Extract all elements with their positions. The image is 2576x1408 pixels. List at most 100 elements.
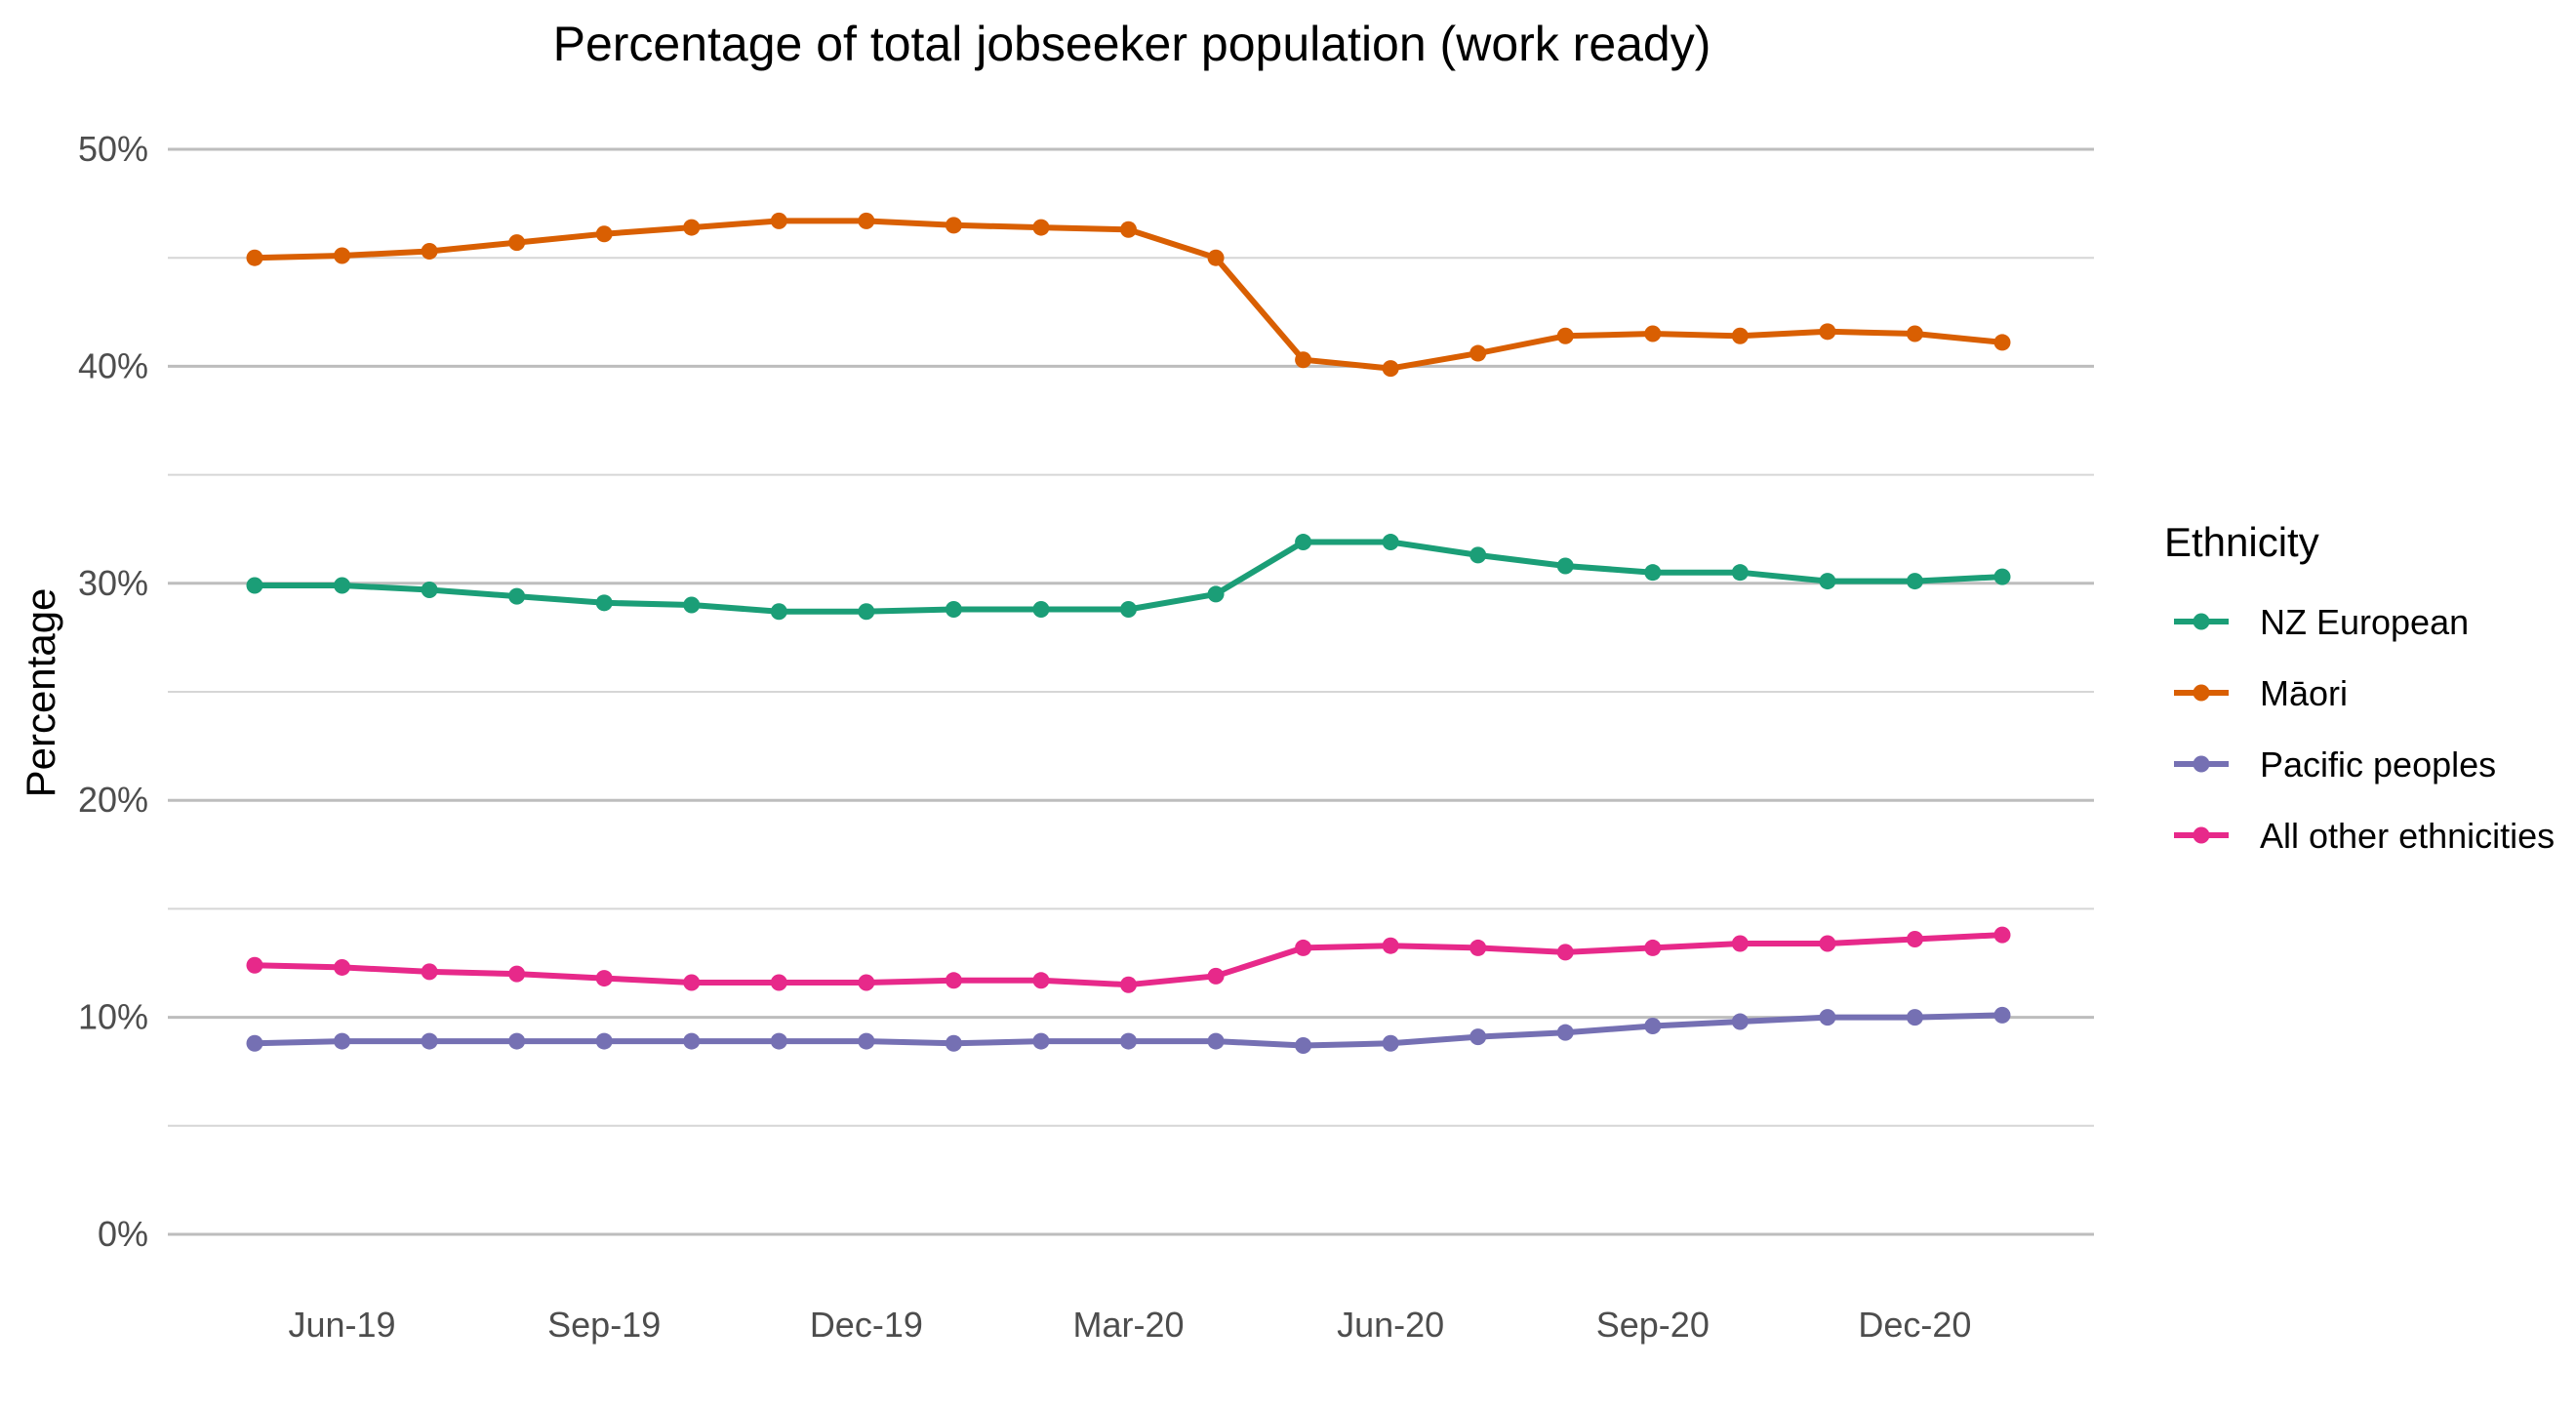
series-group [246, 1006, 2011, 1055]
data-point [1819, 323, 1836, 341]
data-point [1993, 568, 2011, 585]
data-point [1906, 931, 1923, 948]
data-point [1382, 937, 1399, 954]
legend-item: Māori [2174, 673, 2348, 713]
data-point [334, 247, 351, 264]
data-point [1556, 327, 1574, 344]
legend-label: Māori [2260, 673, 2348, 713]
data-point [1120, 221, 1137, 238]
data-point [1644, 564, 1662, 582]
data-point [683, 1032, 701, 1050]
y-tick-label: 10% [78, 997, 148, 1037]
data-point [1556, 1024, 1574, 1041]
legend-label: All other ethnicities [2260, 816, 2555, 856]
data-point [945, 1034, 962, 1052]
y-axis-title: Percentage [18, 588, 63, 798]
legend-key-point [2193, 613, 2210, 630]
y-tick-label: 0% [98, 1214, 148, 1254]
data-point [1906, 325, 1923, 342]
x-tick-label: Sep-19 [547, 1305, 661, 1345]
data-point [1120, 600, 1137, 618]
data-point [246, 577, 263, 594]
x-tick-label: Jun-19 [289, 1305, 396, 1345]
data-point [683, 596, 701, 614]
data-point [1295, 534, 1312, 551]
data-point [421, 1032, 438, 1050]
data-point [595, 970, 613, 987]
data-point [945, 600, 962, 618]
data-point [1731, 564, 1749, 582]
data-point [1032, 219, 1050, 236]
series-group [246, 534, 2011, 621]
data-point [1032, 972, 1050, 989]
data-point [334, 958, 351, 976]
data-point [246, 249, 263, 266]
data-point [858, 974, 875, 991]
series-layer [246, 212, 2011, 1055]
y-tick-label: 40% [78, 345, 148, 385]
data-point [1120, 1032, 1137, 1050]
data-point [1644, 1017, 1662, 1034]
legend-item: NZ European [2174, 602, 2469, 642]
data-point [683, 219, 701, 236]
data-point [770, 974, 787, 991]
data-point [1295, 1037, 1312, 1055]
data-point [1819, 935, 1836, 952]
data-point [1382, 360, 1399, 378]
data-point [1469, 939, 1487, 956]
chart-title: Percentage of total jobseeker population… [553, 17, 1711, 71]
data-point [1731, 327, 1749, 344]
data-point [508, 587, 526, 605]
data-point [595, 594, 613, 612]
data-point [1032, 600, 1050, 618]
legend-item: Pacific peoples [2174, 744, 2496, 784]
data-point [1382, 534, 1399, 551]
data-point [858, 212, 875, 229]
x-axis-ticks: Jun-19 Sep-19 Dec-19 Mar-20 Jun-20 Sep-20 Dec-… [289, 1305, 1972, 1345]
series-group [246, 212, 2011, 378]
data-point [1295, 939, 1312, 956]
data-point [770, 212, 787, 229]
legend-title: Ethnicity [2164, 519, 2319, 565]
data-point [1819, 1009, 1836, 1026]
legend-item: All other ethnicities [2174, 816, 2555, 856]
data-point [508, 965, 526, 983]
legend-label: NZ European [2260, 602, 2469, 642]
data-point [421, 963, 438, 981]
data-point [1731, 1013, 1749, 1030]
data-point [595, 1032, 613, 1050]
y-axis-ticks: 0% 10% 20% 30% 40% 50% [78, 129, 148, 1254]
legend-key-point [2193, 755, 2210, 773]
data-point [858, 603, 875, 621]
x-tick-label: Mar-20 [1072, 1305, 1184, 1345]
y-tick-label: 50% [78, 129, 148, 169]
data-point [1993, 926, 2011, 944]
data-point [1731, 935, 1749, 952]
data-point [1819, 573, 1836, 590]
data-point [1993, 334, 2011, 351]
data-point [683, 974, 701, 991]
data-point [1644, 325, 1662, 342]
data-point [508, 234, 526, 252]
legend-key-point [2193, 826, 2210, 844]
data-point [770, 603, 787, 621]
data-point [1469, 344, 1487, 362]
x-tick-label: Dec-20 [1858, 1305, 1971, 1345]
series-group [246, 926, 2011, 993]
data-point [858, 1032, 875, 1050]
data-point [1906, 573, 1923, 590]
data-point [421, 581, 438, 598]
data-point [945, 972, 962, 989]
data-point [1207, 585, 1225, 603]
y-tick-label: 20% [78, 780, 148, 820]
data-point [1469, 546, 1487, 564]
data-point [1295, 351, 1312, 369]
x-tick-label: Sep-20 [1596, 1305, 1710, 1345]
data-point [1469, 1028, 1487, 1046]
legend-label: Pacific peoples [2260, 744, 2496, 784]
legend: Ethnicity NZ European Māori Pacific people… [2164, 519, 2555, 856]
data-point [421, 243, 438, 261]
data-point [770, 1032, 787, 1050]
data-point [1207, 1032, 1225, 1050]
